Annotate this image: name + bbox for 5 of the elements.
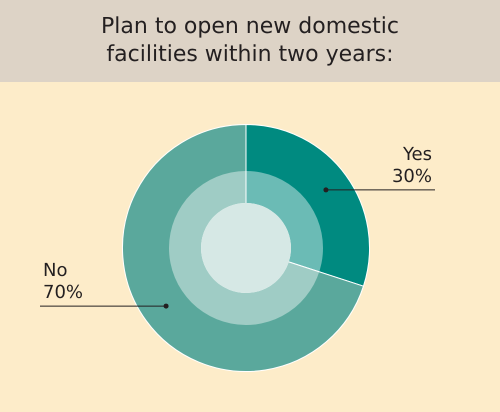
data-label: 30%: [392, 166, 432, 187]
data-label: 70%: [43, 282, 84, 304]
slice-label: No: [43, 260, 68, 282]
slice-label: Yes: [402, 144, 432, 165]
chart-title: Plan to open new domestic facilities within two years:: [100, 13, 400, 69]
